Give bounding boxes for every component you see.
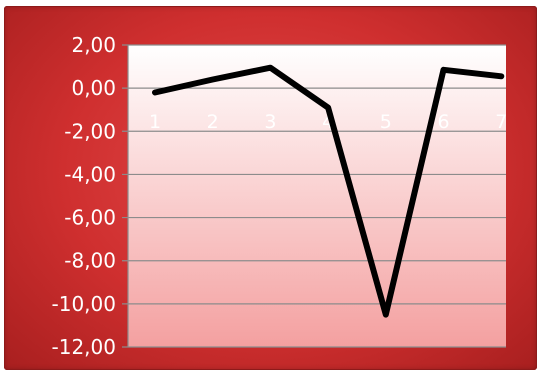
- y-tick-label: -4,00: [64, 162, 116, 186]
- y-axis-tick-labels: 2,00 0,00 -2,00 -4,00 -6,00 -8,00 -10,00 -12,00: [52, 33, 116, 359]
- x-tick-label: 7: [495, 111, 507, 133]
- y-tick-label: -8,00: [64, 249, 116, 273]
- y-tick-label: -12,00: [52, 335, 116, 359]
- y-tick-label: -10,00: [52, 292, 116, 316]
- y-tick-label: 0,00: [71, 76, 116, 100]
- y-tick-label: -2,00: [64, 119, 116, 143]
- y-tick-label: -6,00: [64, 206, 116, 230]
- x-tick-label: 2: [207, 111, 219, 133]
- x-tick-label: 5: [380, 111, 392, 133]
- series-layer: [152, 64, 505, 318]
- x-tick-label: 6: [438, 111, 450, 133]
- series-line: [152, 64, 505, 318]
- plot-area: [128, 45, 506, 347]
- x-tick-label: 1: [149, 111, 161, 133]
- y-tick-label: 2,00: [71, 33, 116, 57]
- gridlines: [122, 44, 506, 348]
- x-tick-label: 3: [264, 111, 276, 133]
